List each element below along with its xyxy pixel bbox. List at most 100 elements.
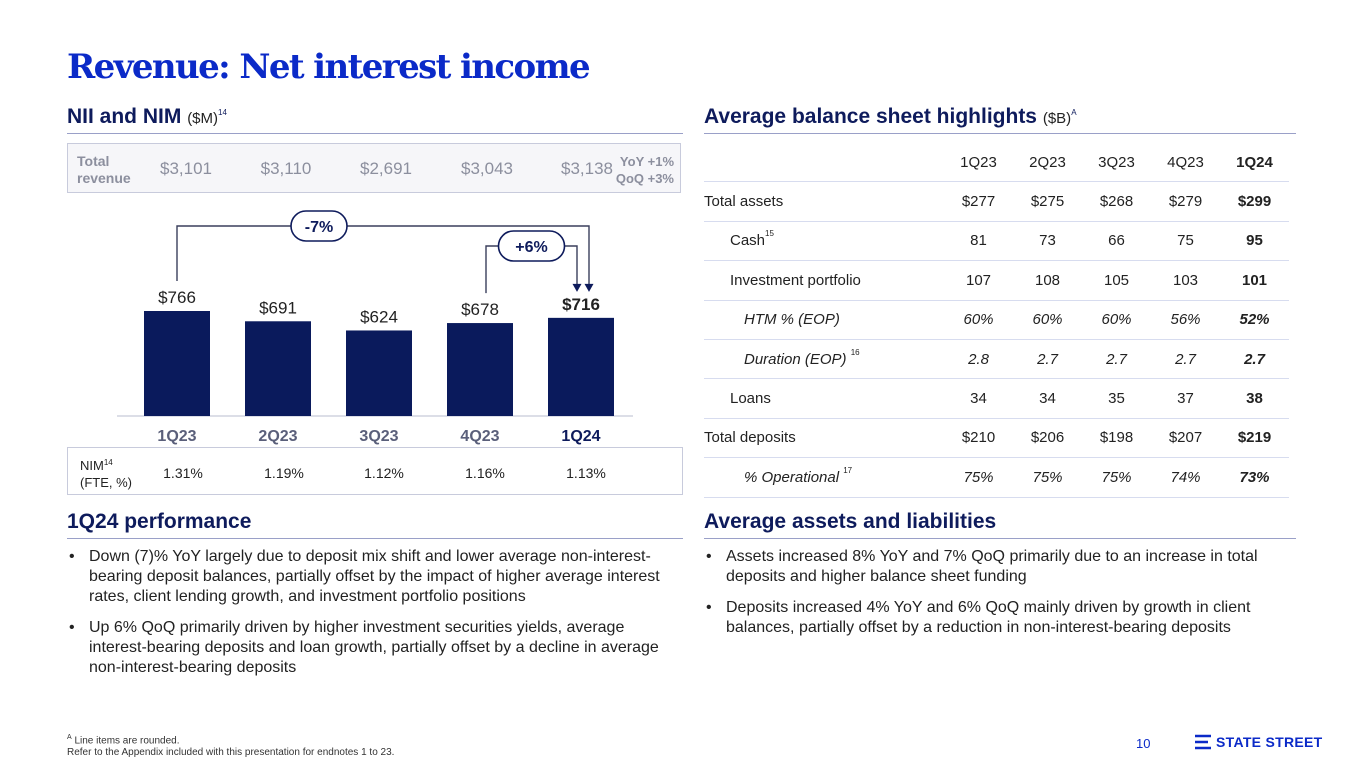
table-header-row: 1Q23 2Q23 3Q23 4Q23 1Q24: [704, 143, 1289, 183]
row-label: Cash15: [704, 221, 944, 262]
row-label: % Operational 17: [704, 457, 944, 498]
assets-liabilities-bullets: Assets increased 8% YoY and 7% QoQ prima…: [704, 547, 1294, 649]
footnote-line2: Refer to the Appendix included with this…: [67, 747, 395, 759]
table-cell: $210: [944, 418, 1013, 459]
table-cell: 75%: [944, 457, 1013, 498]
row-footnote: 17: [843, 465, 853, 475]
column-header: 2Q23: [1013, 143, 1082, 183]
table-cell: 81: [944, 221, 1013, 262]
table-row: % Operational 17 75% 75% 75% 74% 73%: [704, 457, 1289, 498]
table-row: Duration (EOP) 16 2.8 2.7 2.7 2.7 2.7: [704, 339, 1289, 380]
x-tick-label: 4Q23: [460, 428, 499, 445]
bar-1q24: [548, 317, 614, 416]
yoy-arrow-icon: [584, 283, 594, 292]
bar-value-label: $766: [158, 288, 196, 307]
nim-value: 1.31%: [163, 465, 203, 481]
table-cell: $275: [1013, 181, 1082, 222]
table-cell: $198: [1082, 418, 1151, 459]
qoq-change-pill: [497, 230, 566, 262]
list-item: Up 6% QoQ primarily driven by higher inv…: [67, 618, 667, 678]
yoy-change-pill: [290, 210, 348, 242]
nim-sublabel: (FTE, %): [80, 475, 132, 490]
row-footnote: 15: [765, 229, 774, 239]
nii-nim-heading: NII and NIM ($M)14: [67, 104, 227, 132]
column-header: 4Q23: [1151, 143, 1220, 183]
table-cell: 108: [1013, 260, 1082, 301]
table-row: Total assets $277 $275 $268 $279 $299: [704, 181, 1289, 222]
balance-sheet-heading-text: Average balance sheet highlights: [704, 105, 1037, 128]
table-cell: 34: [1013, 378, 1082, 419]
nii-nim-footnote: 14: [218, 108, 227, 117]
balance-sheet-footnote: A: [1071, 108, 1077, 117]
balance-sheet-unit: ($B): [1042, 110, 1072, 127]
column-header: 1Q24: [1220, 143, 1289, 183]
footnote-line1: Line items are rounded.: [74, 735, 180, 747]
performance-divider: [67, 538, 683, 539]
table-cell: 60%: [944, 300, 1013, 340]
row-label: Loans: [704, 378, 944, 419]
revenue-change: YoY +1% QoQ +3%: [616, 153, 674, 187]
x-tick-label: 1Q24: [561, 428, 600, 445]
list-item: Assets increased 8% YoY and 7% QoQ prima…: [704, 547, 1294, 587]
nim-value: 1.13%: [566, 465, 606, 481]
nii-nim-heading-text: NII and NIM: [67, 105, 182, 128]
table-cell: 73: [1013, 221, 1082, 262]
table-cell: 2.7: [1082, 339, 1151, 380]
nii-divider: [67, 133, 683, 134]
table-cell: 75: [1151, 221, 1220, 262]
balance-sheet-table: 1Q23 2Q23 3Q23 4Q23 1Q24 Total assets $2…: [704, 143, 1289, 498]
table-cell: 38: [1220, 378, 1289, 419]
yoy-change-label: -7%: [305, 219, 333, 236]
footnotes: A Line items are rounded. Refer to the A…: [67, 732, 394, 759]
table-row: Investment portfolio 107 108 105 103 101: [704, 260, 1289, 301]
bar-4q23: [447, 323, 513, 416]
footnote-marker: A: [67, 734, 72, 741]
page-title: Revenue: Net interest income: [67, 47, 591, 87]
table-cell: 52%: [1220, 300, 1289, 340]
table-cell: 107: [944, 260, 1013, 301]
table-cell: 74%: [1151, 457, 1220, 498]
total-revenue-value: $3,101: [160, 159, 212, 178]
qoq-change-label: +6%: [515, 239, 547, 256]
total-revenue-box: Total revenue $3,101 $3,110 $2,691 $3,04…: [67, 143, 681, 193]
nim-label-text: NIM: [80, 458, 104, 473]
table-cell: 2.7: [1151, 339, 1220, 380]
bar-2q23: [245, 321, 311, 416]
table-cell: $277: [944, 181, 1013, 222]
logo-text: STATE STREET: [1216, 734, 1323, 750]
nim-box: NIM14 (FTE, %) 1.31% 1.19% 1.12% 1.16% 1…: [67, 447, 683, 495]
qoq-arrow-icon: [572, 283, 582, 292]
table-cell: 101: [1220, 260, 1289, 301]
x-tick-label: 3Q23: [359, 428, 398, 445]
table-cell: $207: [1151, 418, 1220, 459]
table-cell: 56%: [1151, 300, 1220, 340]
table-cell: $279: [1151, 181, 1220, 222]
revenue-qoq: QoQ +3%: [615, 171, 674, 186]
bar-1q23: [144, 311, 210, 416]
total-revenue-label: Total revenue: [77, 153, 131, 187]
balance-sheet-divider: [704, 133, 1296, 134]
row-label-text: Cash: [730, 232, 766, 250]
nim-footnote: 14: [103, 458, 113, 467]
row-label: HTM % (EOP): [704, 300, 944, 340]
row-label: Total assets: [704, 181, 944, 222]
bar-value-label: $624: [360, 307, 398, 326]
table-cell: $299: [1220, 181, 1289, 222]
table-cell: 73%: [1220, 457, 1289, 498]
page-number: 10: [1136, 736, 1151, 751]
table-row: Cash15 81 73 66 75 95: [704, 221, 1289, 262]
x-tick-label: 1Q23: [157, 428, 196, 445]
row-label: Duration (EOP) 16: [704, 339, 944, 380]
state-street-logo-icon: [1195, 734, 1211, 750]
table-cell: 2.7: [1220, 339, 1289, 380]
total-revenue-label-line1: Total: [77, 153, 110, 169]
state-street-logo: STATE STREET: [1194, 734, 1323, 750]
yoy-bracket-line: [176, 225, 590, 290]
column-header: 3Q23: [1082, 143, 1151, 183]
row-label: Total deposits: [704, 418, 944, 459]
table-cell: 75%: [1013, 457, 1082, 498]
total-revenue-value: $3,138: [561, 159, 613, 178]
table-cell: 75%: [1082, 457, 1151, 498]
nim-value: 1.16%: [465, 465, 505, 481]
table-cell: $268: [1082, 181, 1151, 222]
